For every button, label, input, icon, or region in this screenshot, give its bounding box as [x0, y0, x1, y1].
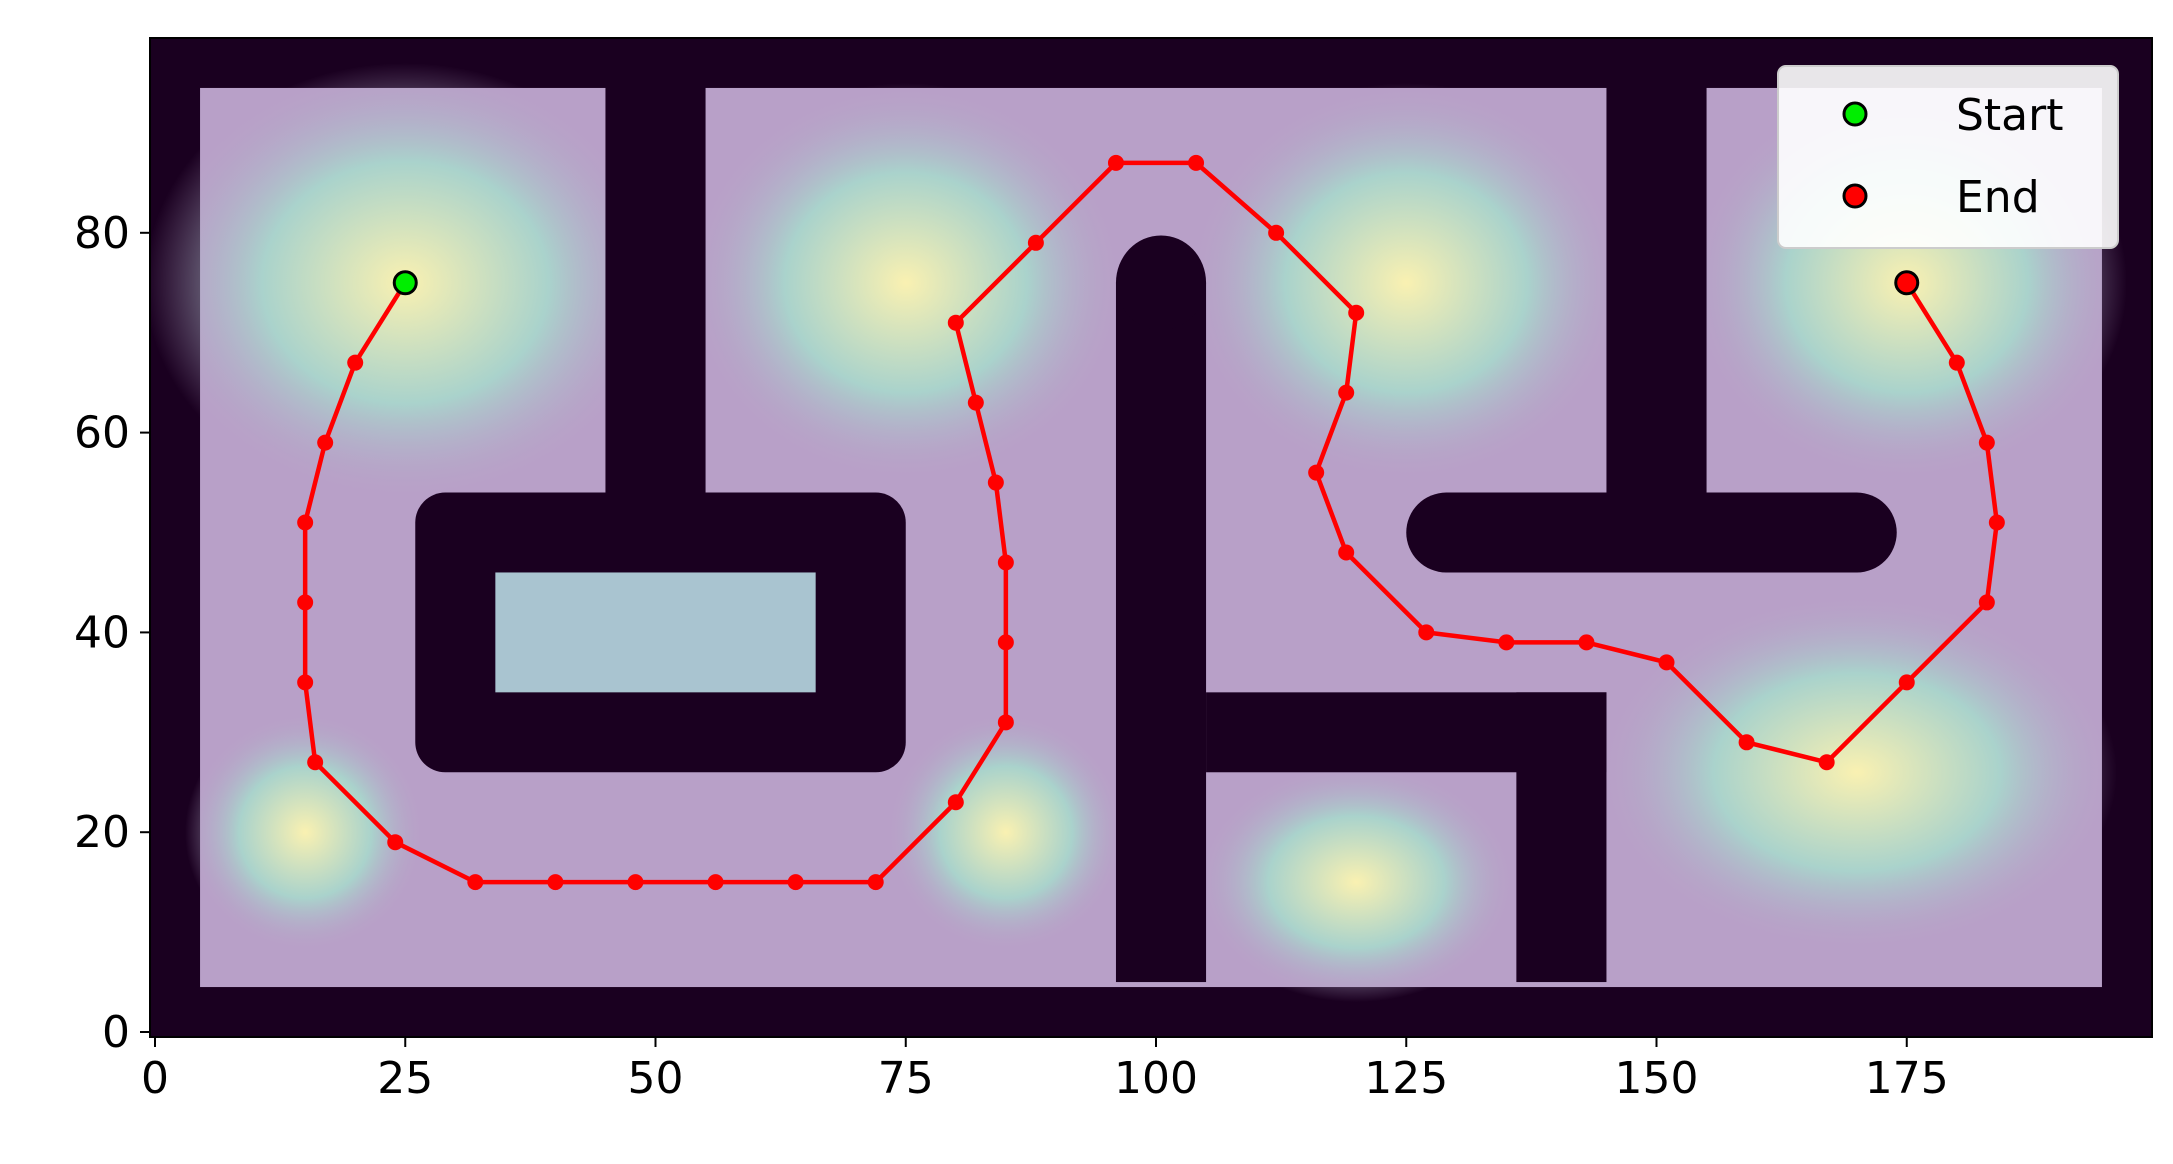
path-point [1308, 464, 1325, 481]
planned-path [297, 154, 2005, 891]
x-tick-label: 100 [1114, 1053, 1198, 1104]
path-point [547, 874, 564, 891]
path-point [987, 474, 1004, 491]
path-point [1188, 154, 1205, 171]
end-marker [1894, 270, 1920, 296]
y-tick-label: 60 [74, 408, 130, 459]
path-point [1348, 304, 1365, 321]
obstacle-4 [1115, 282, 1207, 983]
y-tick-label: 40 [74, 607, 130, 658]
path-point [1338, 544, 1355, 561]
path-point [467, 874, 484, 891]
path-point [347, 354, 364, 371]
legend-box [1777, 65, 2119, 249]
start-end-markers [392, 270, 1920, 296]
path-point [947, 794, 964, 811]
obstacle-layer [415, 82, 1897, 983]
legend: Start End [1777, 65, 2119, 249]
path-point [1107, 154, 1124, 171]
path-point [1978, 594, 1995, 611]
y-tick-label: 20 [74, 807, 130, 858]
heat-glow-5 [1196, 762, 1517, 1003]
obstacle-0 [605, 82, 706, 493]
path-point [1818, 754, 1835, 771]
path-point [1027, 234, 1044, 251]
path-point [297, 594, 314, 611]
x-tick-label: 25 [377, 1053, 433, 1104]
path-point [297, 674, 314, 691]
start-marker [392, 270, 418, 296]
x-tick-label: 0 [141, 1053, 169, 1104]
obstacle-1 [1606, 82, 1707, 493]
obstacle-6 [1516, 692, 1607, 983]
path-point [997, 554, 1014, 571]
path-point [627, 874, 644, 891]
path-point [997, 714, 1014, 731]
path-point [967, 394, 984, 411]
heat-glow-4 [1596, 592, 2117, 953]
x-tick-label: 50 [628, 1053, 684, 1104]
obstacle-2-inner [495, 572, 816, 693]
x-tick-label: 75 [878, 1053, 934, 1104]
path-point [867, 874, 884, 891]
path-point [307, 754, 324, 771]
x-tick-label: 150 [1615, 1053, 1699, 1104]
path-point [1898, 674, 1915, 691]
path-point [1578, 634, 1595, 651]
path-point [317, 434, 334, 451]
x-tick-label: 125 [1364, 1053, 1448, 1104]
path-point [1418, 624, 1435, 641]
y-tick-label: 80 [74, 208, 130, 259]
path-point [1738, 734, 1755, 751]
path-point [297, 514, 314, 531]
legend-label-end: End [1956, 172, 2040, 223]
legend-swatch-start [1842, 101, 1868, 127]
path-point [947, 314, 964, 331]
path-point [387, 834, 404, 851]
path-point [1988, 514, 2005, 531]
path-point [1978, 434, 1995, 451]
obstacle-3 [1406, 492, 1897, 573]
x-tick-label: 175 [1865, 1053, 1949, 1104]
path-point [1498, 634, 1515, 651]
heat-glow-7 [185, 712, 426, 953]
legend-label-start: Start [1956, 90, 2064, 141]
legend-swatch-end [1842, 183, 1868, 209]
path-point [997, 634, 1014, 651]
axes: 0 25 50 75 100 125 150 175 0 20 40 60 80 [74, 37, 2153, 1104]
heat-glow-2 [1186, 82, 1627, 483]
path-point [1338, 384, 1355, 401]
path-point [1658, 654, 1675, 671]
path-point [707, 874, 724, 891]
y-tick-label: 0 [102, 1007, 130, 1058]
path-point [1268, 224, 1285, 241]
path-point [787, 874, 804, 891]
axes-frame [149, 37, 2153, 1038]
heat-glow-1 [685, 82, 1126, 483]
path-point [1948, 354, 1965, 371]
heat-glow-8 [885, 712, 1126, 953]
obstacle-4-cap [1115, 235, 1207, 331]
